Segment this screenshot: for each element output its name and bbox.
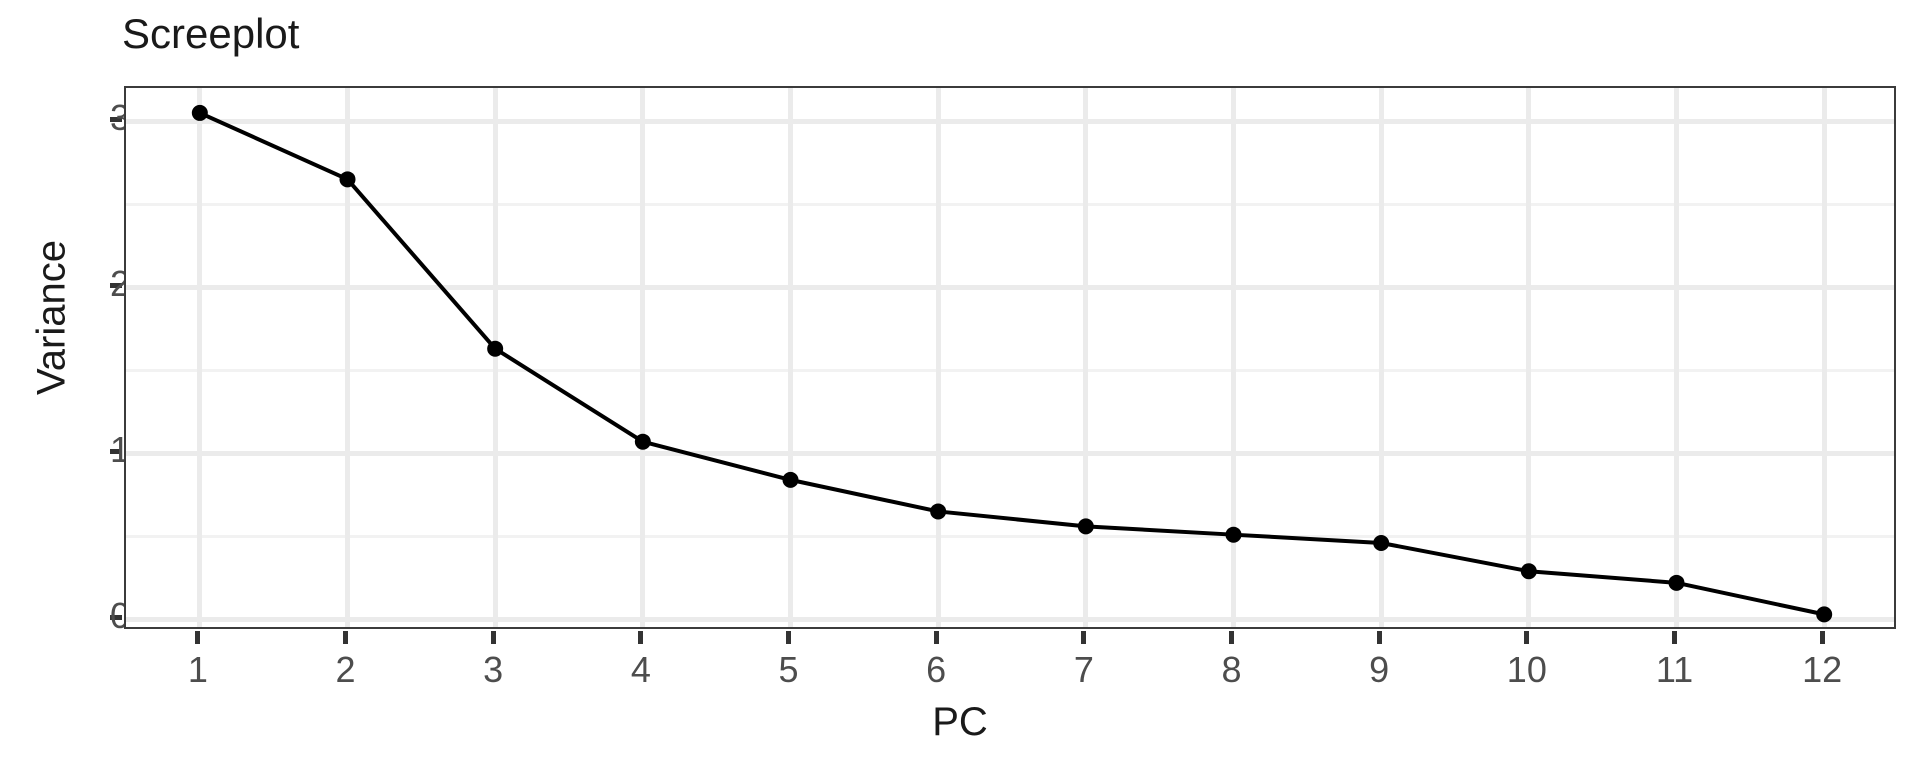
series-polyline (197, 110, 1827, 617)
grid-line-vertical-major (1526, 88, 1532, 627)
variance-line-series (191, 104, 1833, 623)
grid-line-horizontal-major (126, 118, 1894, 124)
x-axis-tick-mark (490, 631, 496, 644)
x-axis-tick-mark (1524, 631, 1530, 644)
grid-line-vertical-major (1378, 88, 1384, 627)
x-axis-tick-mark (1376, 631, 1382, 644)
x-axis-tick-label: 11 (1655, 649, 1694, 690)
x-axis-tick-mark (343, 631, 348, 644)
x-axis-tick-label: 2 (335, 649, 356, 690)
grid-line-horizontal-minor (126, 202, 1894, 206)
y-axis-tick-label: 3 (109, 97, 130, 139)
x-axis-tick-mark (195, 631, 201, 644)
grid-line-horizontal-major (126, 450, 1894, 456)
plot-panel (124, 86, 1896, 629)
grid-line-vertical-major (1821, 88, 1827, 627)
y-axis-tick-mark (110, 448, 122, 454)
x-axis-tick-label: 12 (1802, 649, 1843, 690)
grid-line-horizontal-major (126, 616, 1894, 622)
grid-line-vertical-major (1083, 88, 1089, 627)
x-axis-tick-label: 9 (1369, 649, 1390, 690)
x-axis-tick-mark (638, 631, 644, 644)
x-axis-tick-label: 10 (1506, 649, 1547, 690)
x-axis-tick-label: 7 (1073, 649, 1094, 690)
series-points-group (191, 104, 1833, 623)
grid-line-vertical-major (1674, 88, 1679, 627)
x-axis-tick-mark (933, 631, 939, 644)
y-axis-tick-mark (110, 116, 122, 122)
grid-line-vertical-major (788, 88, 793, 627)
y-axis-tick-mark (110, 614, 122, 620)
x-axis-tick-label: 4 (630, 649, 651, 690)
grid-line-vertical-major (492, 88, 498, 627)
chart-title: Screeplot (122, 10, 300, 57)
x-axis-title: PC (932, 700, 988, 744)
x-axis-tick-label: 3 (483, 649, 504, 690)
y-axis-tick-mark (110, 282, 122, 288)
x-axis-tick-mark (1081, 631, 1087, 644)
grid-line-vertical-major (935, 88, 941, 627)
y-axis-title: Variance (29, 240, 74, 395)
y-axis-tick-label: 1 (109, 429, 130, 471)
grid-line-horizontal-minor (126, 534, 1894, 538)
x-axis-tick-mark (1819, 631, 1825, 644)
grid-line-horizontal-minor (126, 368, 1894, 372)
x-axis-tick-label: 5 (778, 649, 799, 690)
x-axis-tick-label: 6 (926, 649, 947, 690)
y-axis-tick-label: 0 (109, 595, 130, 637)
y-axis-tick-label: 2 (109, 263, 130, 305)
grid-line-vertical-major (1231, 88, 1236, 627)
x-axis-tick-mark (1229, 631, 1234, 644)
x-axis-tick-mark (1672, 631, 1677, 644)
x-axis-tick-label: 8 (1221, 649, 1242, 690)
grid-line-vertical-major (197, 88, 203, 627)
x-axis-tick-mark (786, 631, 791, 644)
grid-line-horizontal-major (126, 284, 1894, 290)
grid-line-vertical-major (345, 88, 350, 627)
grid-line-vertical-major (640, 88, 646, 627)
x-axis-tick-label: 1 (187, 649, 208, 690)
